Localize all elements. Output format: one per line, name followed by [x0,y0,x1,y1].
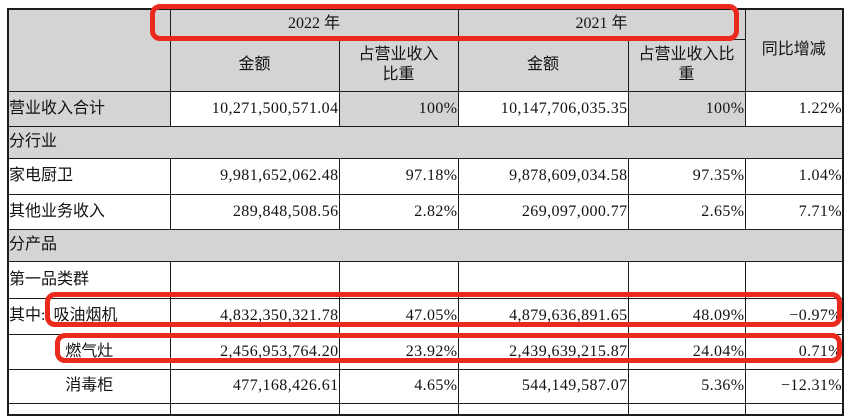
cell-section-by-industry: 分行业 [7,125,844,159]
row-other-business: 其他业务收入 289,848,508.56 2.82% 269,097,000.… [7,193,844,230]
cell-cabinet-yoy: −12.31% [744,368,844,404]
header-cell-year-2022: 2022 年 [169,8,459,40]
row-gas-stove: 燃气灶 2,456,953,764.20 23.92% 2,439,639,21… [7,333,844,370]
range-hood-name: 吸油烟机 [53,307,118,324]
cell-range-hood-amount-2021: 4,879,636,891.65 [457,297,629,335]
cell-gas-stove-yoy: 0.71% [744,333,844,370]
cell-total-share-2021: 100% [627,90,746,127]
row-section-by-product: 分产品 [7,228,844,262]
cell-other-amount-2021: 269,097,000.77 [457,193,629,230]
cell-gas-stove-share-2022: 23.92% [338,333,459,370]
row-kitchen-appliances: 家电厨卫 9,981,652,062.48 97.18% 9,878,609,0… [7,157,844,195]
cell-kitchen-share-2022: 97.18% [338,157,459,195]
cell-section-by-product: 分产品 [7,228,844,262]
cell-partial [627,402,746,416]
cell-cabinet-share-2021: 5.36% [627,368,746,404]
cell-gas-stove-amount-2021: 2,439,639,215.87 [457,333,629,370]
cell-other-amount-2022: 289,848,508.56 [169,193,340,230]
header-cell-empty [7,8,171,92]
cell-gas-stove-amount-2022: 2,456,953,764.20 [169,333,340,370]
row-total-revenue: 营业收入合计 10,271,500,571.04 100% 10,147,706… [7,90,844,127]
revenue-breakdown-table: 2022 年 2021 年 同比增减 金额 占营业收入 比重 金额 占营业收入比… [7,8,845,416]
cell-gas-stove-share-2021: 24.04% [627,333,746,370]
cell-first-category-share-2022 [338,260,459,299]
cell-cabinet-label: 消毒柜 [7,368,171,404]
cell-partial [457,402,629,416]
row-partial-clipped [7,402,844,416]
header-row-years: 2022 年 2021 年 同比增减 [7,8,844,92]
cell-cabinet-share-2022: 4.65% [338,368,459,404]
cell-kitchen-amount-2022: 9,981,652,062.48 [169,157,340,195]
cell-cabinet-amount-2021: 544,149,587.07 [457,368,629,404]
cell-range-hood-share-2022: 47.05% [338,297,459,335]
cell-total-label: 营业收入合计 [7,90,171,127]
cell-partial [338,402,459,416]
row-section-by-industry: 分行业 [7,125,844,159]
cell-range-hood-share-2021: 48.09% [627,297,746,335]
header-cell-amount-2021: 金额 [457,38,629,92]
header-cell-share-2021: 占营业收入比 重 [627,38,746,92]
cell-cabinet-amount-2022: 477,168,426.61 [169,368,340,404]
row-first-category-group: 第一品类群 [7,260,844,299]
cell-kitchen-label: 家电厨卫 [7,157,171,195]
cell-first-category-amount-2021 [457,260,629,299]
share-2022-line2: 比重 [382,66,415,83]
share-2021-line2: 重 [678,66,695,83]
cell-other-yoy: 7.71% [744,193,844,230]
cell-other-label: 其他业务收入 [7,193,171,230]
cell-range-hood-label: 其中: 吸油烟机 [7,297,171,335]
cell-range-hood-amount-2022: 4,832,350,321.78 [169,297,340,335]
row-range-hood: 其中: 吸油烟机 4,832,350,321.78 47.05% 4,879,63… [7,297,844,335]
cell-first-category-yoy [744,260,844,299]
cell-range-hood-yoy: −0.97% [744,297,844,335]
cell-total-yoy: 1.22% [744,90,844,127]
cell-partial [7,402,171,416]
cell-kitchen-share-2021: 97.35% [627,157,746,195]
cell-gas-stove-label: 燃气灶 [7,333,171,370]
cell-kitchen-yoy: 1.04% [744,157,844,195]
cell-other-share-2021: 2.65% [627,193,746,230]
cell-first-category-share-2021 [627,260,746,299]
cell-first-category-amount-2022 [169,260,340,299]
cell-kitchen-amount-2021: 9,878,609,034.58 [457,157,629,195]
cell-first-category-label: 第一品类群 [7,260,171,299]
header-cell-yoy: 同比增减 [744,8,844,92]
share-2022-line1: 占营业收入 [358,46,439,63]
range-hood-prefix: 其中: [9,307,46,324]
share-2021-line1: 占营业收入比 [638,46,735,63]
header-cell-year-2021: 2021 年 [457,8,746,40]
row-disinfection-cabinet: 消毒柜 477,168,426.61 4.65% 544,149,587.07 … [7,368,844,404]
cell-total-share-2022: 100% [338,90,459,127]
header-cell-amount-2022: 金额 [169,38,340,92]
cell-other-share-2022: 2.82% [338,193,459,230]
header-cell-share-2022: 占营业收入 比重 [338,38,459,92]
cell-partial [744,402,844,416]
cell-total-amount-2021: 10,147,706,035.35 [457,90,629,127]
cell-partial [169,402,340,416]
cell-total-amount-2022: 10,271,500,571.04 [169,90,340,127]
